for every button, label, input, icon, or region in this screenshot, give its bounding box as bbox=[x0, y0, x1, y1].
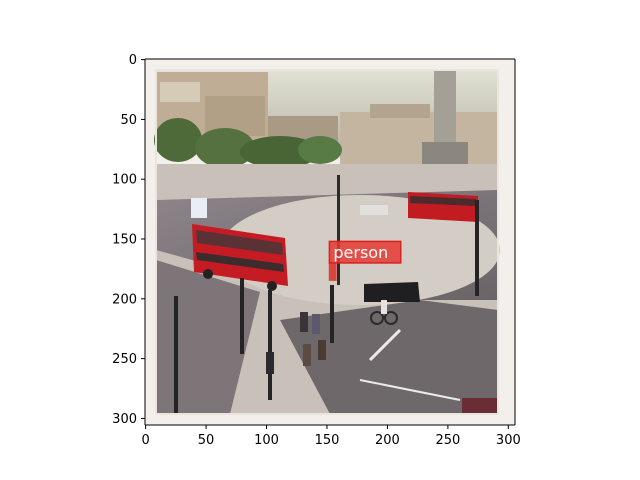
y-tick-label: 250 bbox=[112, 352, 137, 367]
x-tick-label: 100 bbox=[254, 433, 279, 448]
y-tick-label: 50 bbox=[120, 113, 137, 128]
y-tick-label: 200 bbox=[112, 292, 137, 307]
photo-inner bbox=[154, 70, 500, 414]
x-tick-label: 150 bbox=[315, 433, 340, 448]
y-tick-label: 100 bbox=[112, 173, 137, 188]
x-tick-label: 300 bbox=[496, 433, 521, 448]
annotations: person bbox=[328, 240, 402, 281]
red-bus-left bbox=[192, 224, 288, 291]
bbox-label: person bbox=[333, 243, 388, 262]
bbox-rect bbox=[328, 240, 402, 264]
person-highlight bbox=[328, 262, 337, 281]
x-tick-label: 200 bbox=[375, 433, 400, 448]
y-tick-label: 300 bbox=[112, 412, 137, 427]
axes: 0 50 100 150 200 250 300 0 50 100 150 200 250 300 bbox=[112, 53, 521, 448]
x-axis: 0 50 100 150 200 250 300 bbox=[141, 425, 521, 448]
x-tick-label: 50 bbox=[198, 433, 215, 448]
y-axis: 0 50 100 150 200 250 300 bbox=[112, 53, 145, 427]
y-tick-label: 150 bbox=[112, 233, 137, 248]
y-tick-label: 0 bbox=[129, 53, 137, 68]
x-tick-label: 0 bbox=[141, 433, 149, 448]
x-tick-label: 250 bbox=[435, 433, 460, 448]
red-bus-right bbox=[408, 192, 478, 222]
bbox-annotation: person bbox=[328, 240, 402, 281]
